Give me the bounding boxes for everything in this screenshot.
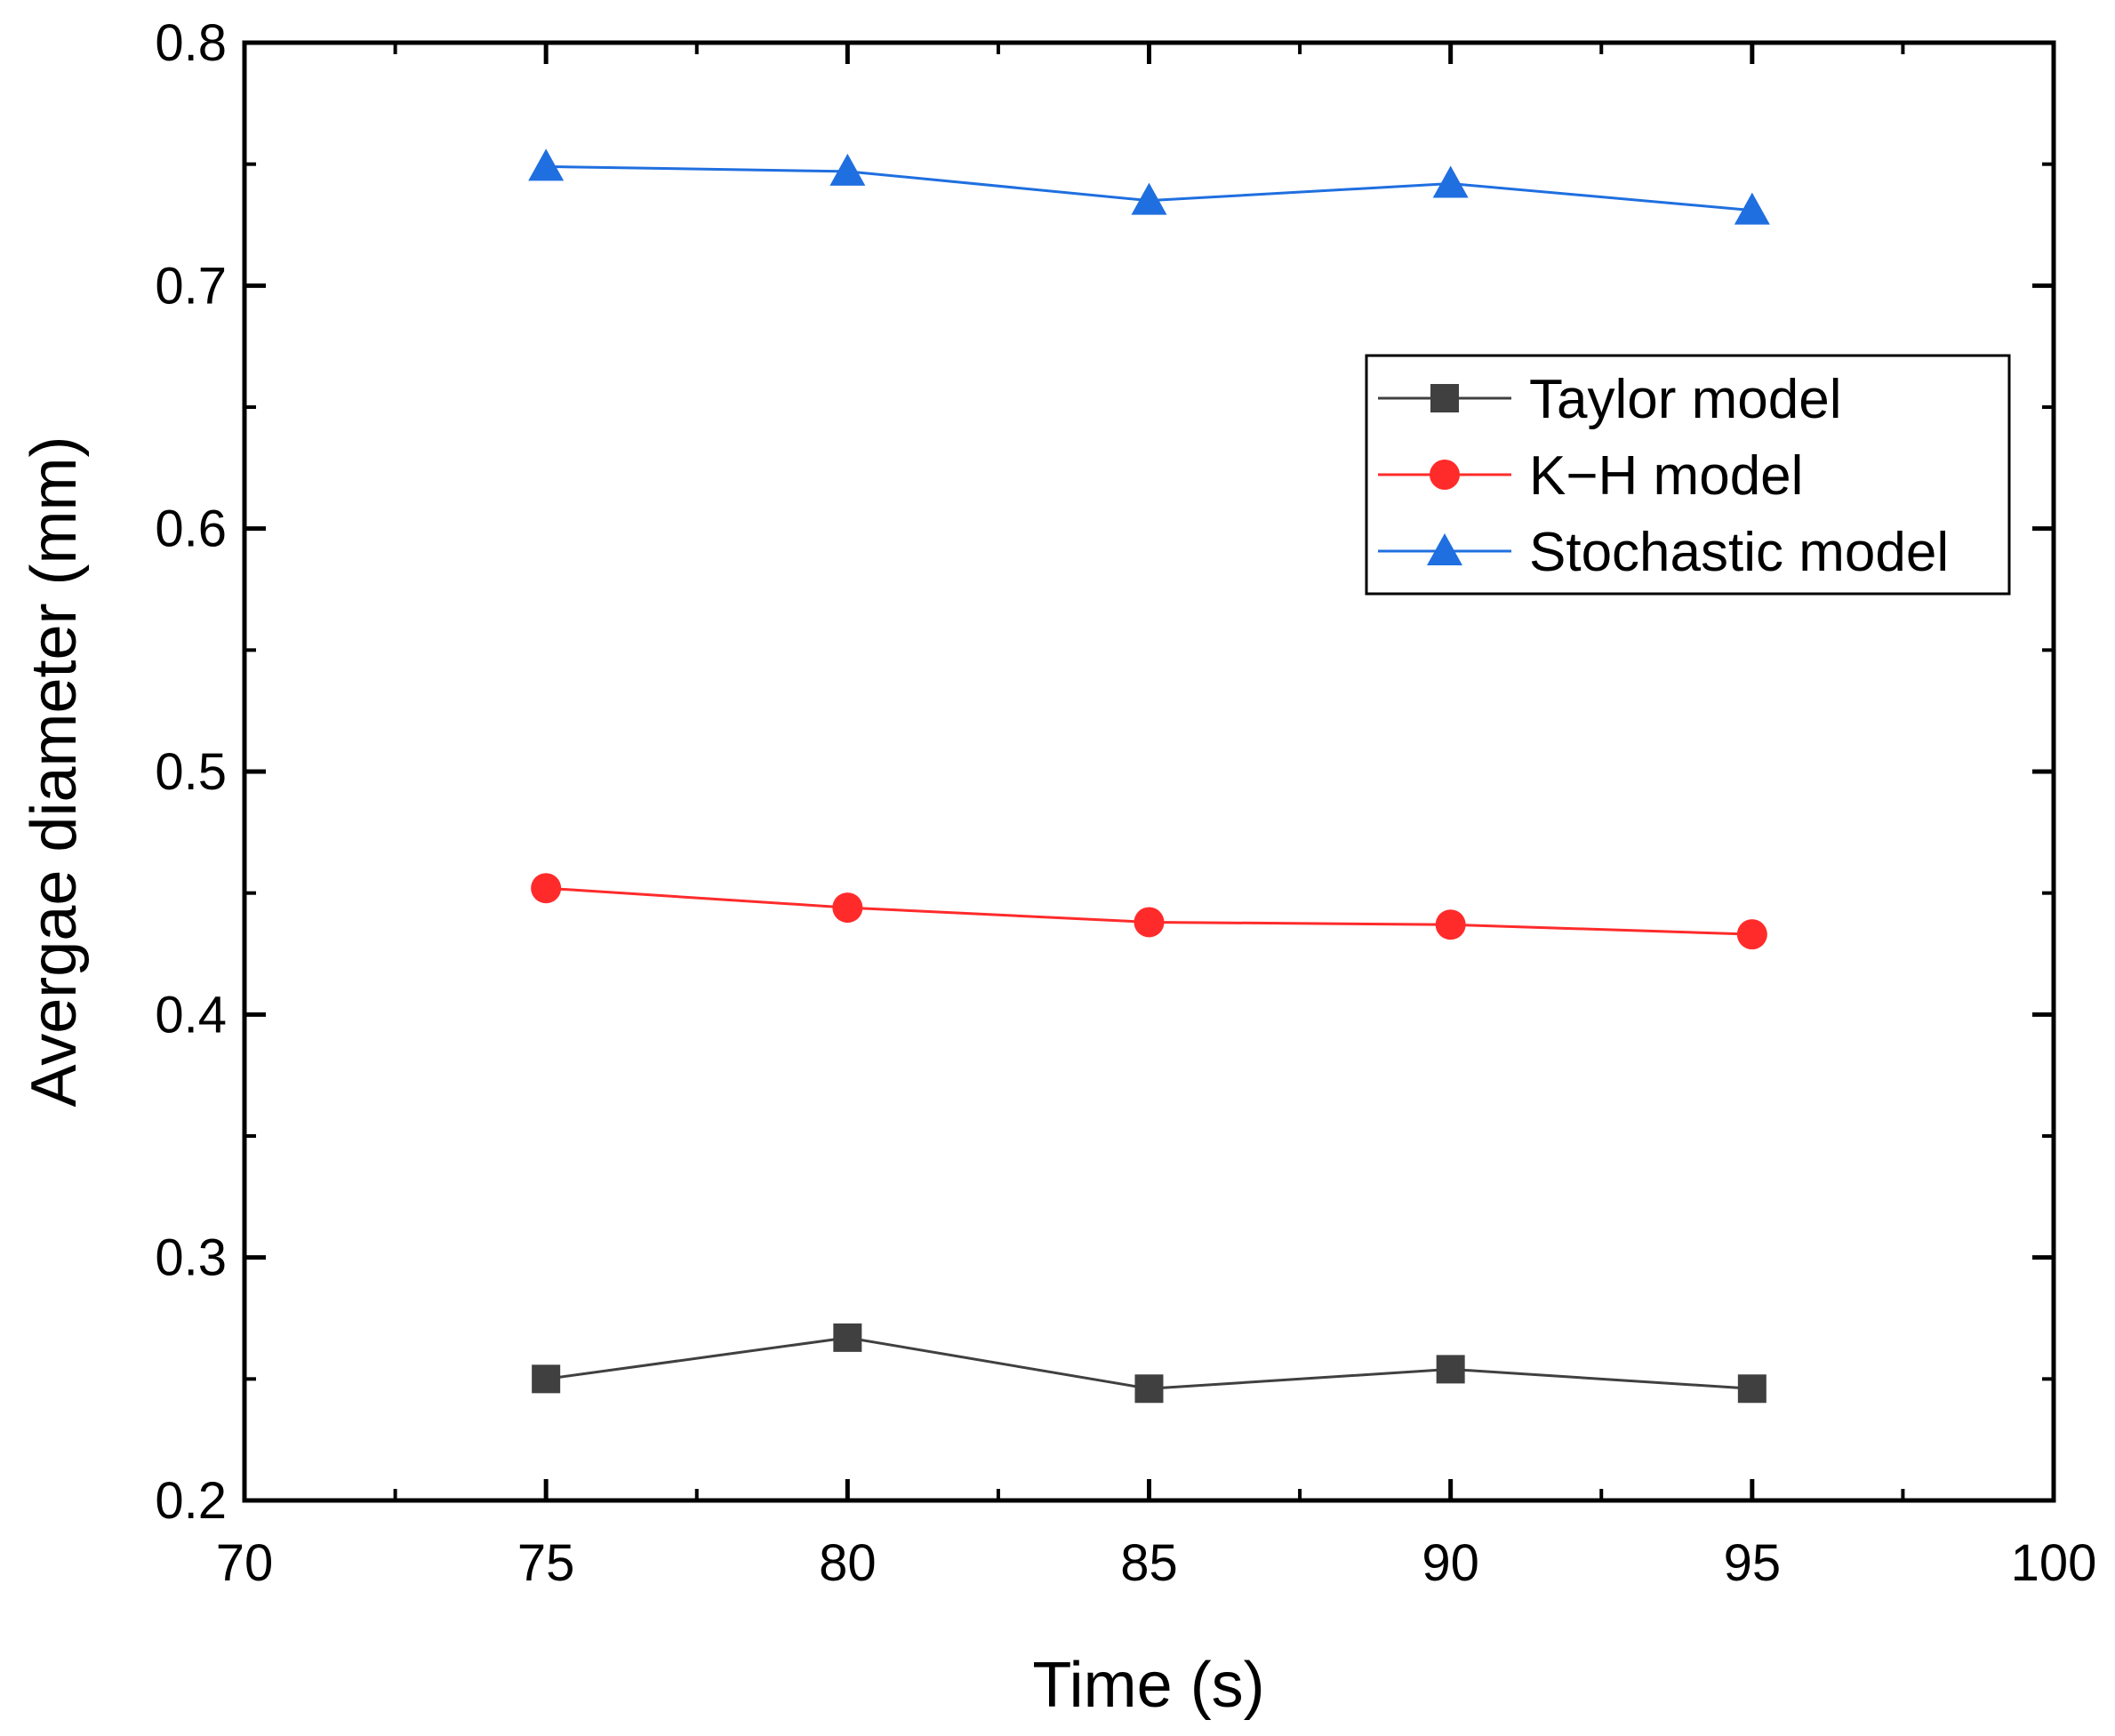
legend-item: Taylor model [1378, 369, 1841, 430]
series-3 [528, 148, 1770, 225]
data-point [829, 153, 866, 186]
x-tick-label: 85 [1120, 1534, 1178, 1592]
y-tick-label: 0.8 [155, 14, 227, 72]
legend-item: K−H model [1378, 445, 1803, 507]
y-tick-label: 0.6 [155, 500, 227, 558]
y-tick-label: 0.2 [155, 1472, 227, 1530]
legend-item: Stochastic model [1378, 522, 1949, 583]
y-tick-label: 0.4 [155, 986, 227, 1044]
x-tick-label: 90 [1422, 1534, 1479, 1592]
legend: Taylor model K−H model Stochastic model [1365, 354, 2011, 596]
x-tick-label: 75 [517, 1534, 575, 1592]
series-layer [528, 148, 1770, 1404]
series-2 [531, 873, 1767, 950]
legend-marker [1427, 533, 1462, 565]
x-tick-label: 100 [2011, 1534, 2097, 1592]
data-point [528, 148, 565, 181]
legend-label: Taylor model [1529, 369, 1841, 430]
data-point [531, 873, 562, 904]
data-point [1432, 165, 1469, 198]
legend-label: Stochastic model [1529, 522, 1949, 583]
data-point [833, 1323, 862, 1352]
y-tick-label: 0.5 [155, 743, 227, 801]
x-tick-label: 95 [1724, 1534, 1782, 1592]
legend-marker [1430, 384, 1459, 412]
data-point [1736, 919, 1767, 950]
data-point [1435, 909, 1466, 940]
data-point [1436, 1355, 1465, 1384]
legend-label: K−H model [1529, 445, 1803, 507]
data-point [832, 892, 863, 924]
axis-ticks [242, 40, 2056, 1503]
series-1 [532, 1323, 1767, 1404]
legend-marker [1430, 460, 1460, 490]
plot-frame [242, 40, 2056, 1503]
y-tick-label: 0.3 [155, 1229, 227, 1287]
x-tick-label: 80 [819, 1534, 877, 1592]
data-point [1131, 182, 1167, 215]
y-tick-label: 0.7 [155, 257, 227, 315]
x-tick-label: 70 [216, 1534, 274, 1592]
data-point [1734, 192, 1770, 225]
axis-tick-labels: 70 75 80 85 90 95 100 0.2 0.3 0.4 0.5 0.6 0.7 0.8 [155, 14, 2096, 1592]
data-point [1737, 1374, 1767, 1404]
y-axis-title: Avergae diameter (mm) [19, 436, 90, 1108]
x-axis-title: Time (s) [1032, 1650, 1264, 1721]
data-point [1134, 907, 1165, 938]
data-point [532, 1364, 561, 1394]
data-point [1134, 1374, 1164, 1404]
